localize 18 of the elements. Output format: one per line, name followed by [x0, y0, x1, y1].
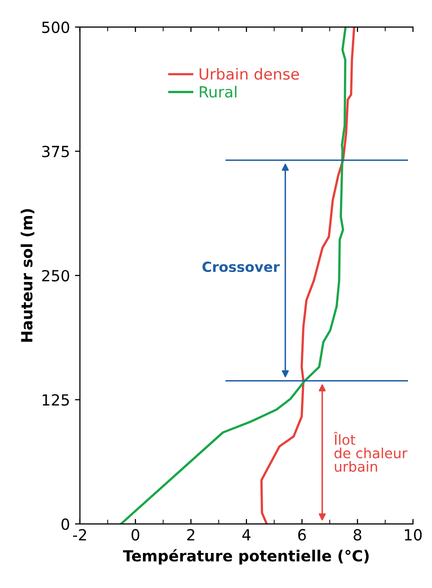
x-tick-label: 6	[298, 529, 306, 541]
legend-label: Rural	[200, 86, 236, 98]
annotation: Îlot de chaleur urbain	[334, 432, 408, 472]
x-axis-title: Température potentielle (°C)	[123, 549, 369, 565]
x-tick-label: 2	[187, 529, 194, 540]
x-tick-label: 4	[242, 529, 250, 540]
x-tick-label: 0	[132, 529, 140, 541]
y-tick-label: 0	[61, 518, 70, 530]
y-tick-label: 375	[42, 146, 69, 158]
x-tick-label: 10	[404, 529, 422, 541]
y-axis-title: Hauteur sol (m)	[20, 209, 34, 342]
x-tick-label: -2	[73, 529, 86, 540]
y-tick-label: 125	[42, 394, 69, 406]
y-tick-label: 250	[42, 270, 70, 282]
legend-label: Urbain dense	[200, 68, 299, 80]
annotation: Crossover	[202, 262, 280, 272]
x-tick-label: 8	[354, 529, 362, 541]
y-tick-label: 500	[42, 22, 70, 34]
